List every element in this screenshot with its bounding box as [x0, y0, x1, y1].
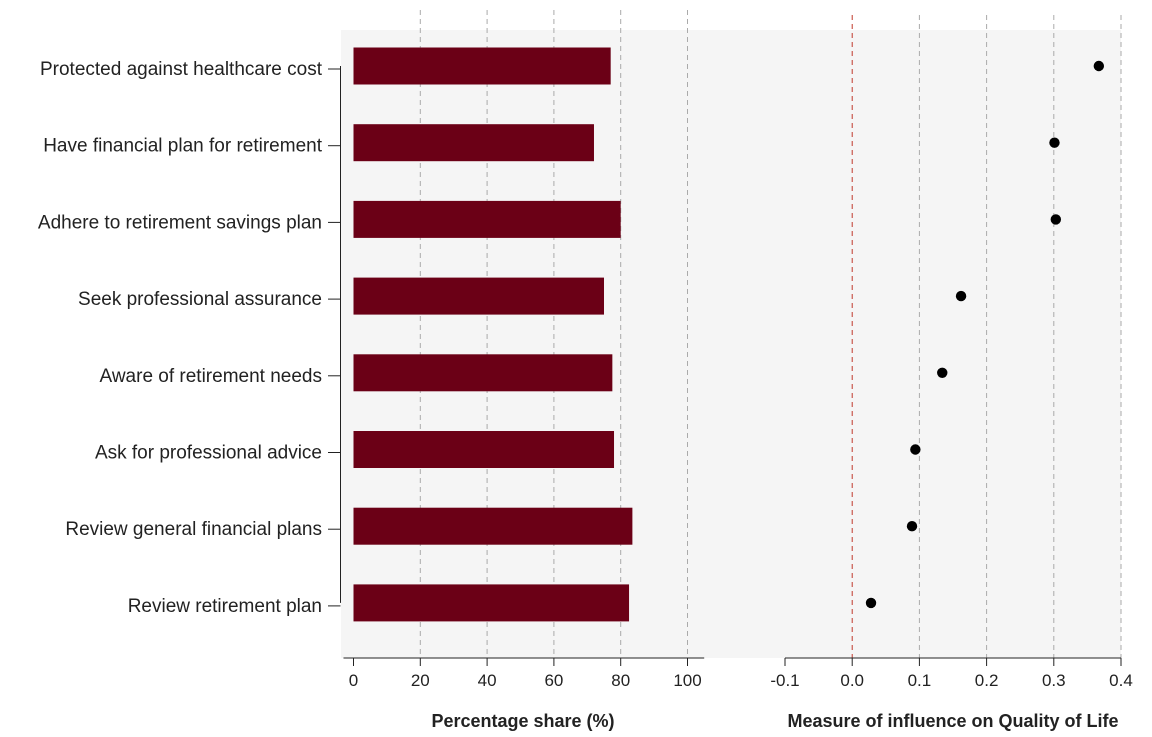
category-axis: Protected against healthcare cost Have fi… [38, 59, 341, 617]
dot-point [1093, 60, 1105, 72]
bar [353, 277, 604, 315]
bar [353, 431, 615, 468]
bar [353, 507, 633, 545]
category-label: Protected against healthcare cost [40, 59, 323, 80]
influence-tick-label: 0.1 [908, 671, 932, 690]
bar [353, 124, 594, 162]
bar-panel-gridlines [419, 10, 688, 658]
bar [353, 354, 613, 392]
dot-series [865, 60, 1105, 609]
dot-point [910, 444, 921, 455]
dot-point [906, 521, 918, 532]
percentage-tick-label: 0 [349, 671, 358, 690]
category-label: Seek professional assurance [78, 289, 322, 310]
category-label: Review retirement plan [128, 596, 322, 617]
percentage-tick-label: 80 [611, 671, 630, 690]
influence-axis-title: Measure of influence on Quality of Life [787, 711, 1118, 731]
percentage-tick-label: 60 [544, 671, 563, 690]
percentage-axis: 0 20 40 60 80 100 [343, 657, 705, 690]
influence-tick-label: 0.3 [1042, 671, 1066, 690]
percentage-tick-label: 20 [411, 671, 430, 690]
influence-axis: -0.1 0.0 0.1 0.2 0.3 0.4 [770, 657, 1133, 690]
percentage-tick-label: 40 [478, 671, 497, 690]
category-label: Adhere to retirement savings plan [38, 212, 322, 233]
dot-point [865, 597, 877, 609]
dot-panel-gridlines [918, 15, 1122, 658]
category-label: Aware of retirement needs [100, 366, 323, 387]
influence-tick-label: 0.0 [840, 671, 864, 690]
influence-tick-label: 0.4 [1109, 671, 1133, 690]
dot-point [955, 290, 967, 302]
influence-tick-label: 0.2 [975, 671, 999, 690]
bar [353, 200, 621, 238]
category-label: Review general financial plans [65, 519, 322, 540]
bar [353, 47, 611, 85]
dot-point [1050, 214, 1062, 225]
bar-series [353, 47, 633, 622]
category-label: Ask for professional advice [95, 443, 322, 464]
percentage-tick-label: 100 [673, 671, 701, 690]
category-label: Have financial plan for retirement [43, 136, 323, 157]
dot-point [1049, 137, 1060, 148]
bar [353, 584, 630, 622]
influence-tick-label: -0.1 [770, 671, 799, 690]
dot-point [937, 367, 948, 378]
percentage-axis-title: Percentage share (%) [431, 711, 614, 731]
